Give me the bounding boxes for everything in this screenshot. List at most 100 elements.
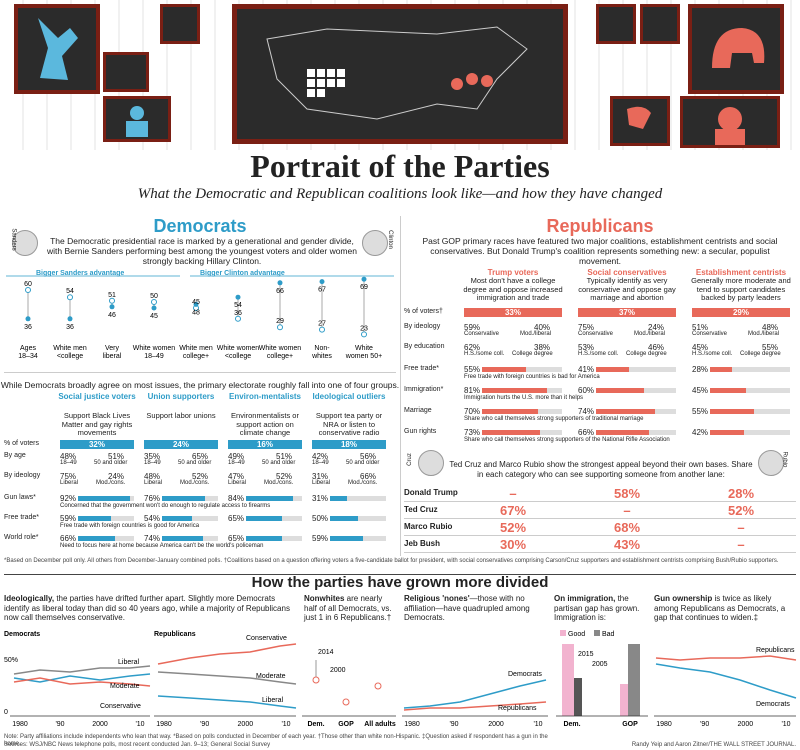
ideo-rep-tick: 2000 xyxy=(238,721,254,728)
bigger-clinton-label: Bigger Clinton advantage xyxy=(200,270,285,277)
rep-col-desc: Typically identify as very conservative … xyxy=(578,276,676,302)
dem-note-world: Need to focus here at home because Ameri… xyxy=(60,543,264,549)
rep-imm-bar-bg xyxy=(710,388,790,393)
rep-trade-value: 55% xyxy=(464,365,481,374)
dem-gun-bar xyxy=(246,496,294,501)
dem-ide-sub1: Liberal xyxy=(228,480,247,486)
ideo-dem-tick: 1980 xyxy=(12,721,28,728)
rep-edu-sub2: College degree xyxy=(512,351,553,357)
gun-tick: 1980 xyxy=(656,721,672,728)
rep-marr-value: 55% xyxy=(692,407,709,416)
rep-gun-bar xyxy=(710,430,744,435)
dem-note-trade: Free trade with foreign countries is goo… xyxy=(60,523,200,529)
dem-trade-bar xyxy=(246,516,283,521)
nonwhite-dem-2000 xyxy=(312,676,320,684)
dem-trade-value: 59% xyxy=(60,514,77,523)
dem-world-value: 59% xyxy=(312,534,329,543)
sanders-avatar xyxy=(12,230,38,256)
dem-world-bar xyxy=(162,536,204,541)
rep-marr-bar xyxy=(710,409,754,414)
nones-tick: 2000 xyxy=(488,721,504,728)
dem-age-sub1: 18–49 xyxy=(228,460,245,466)
top-banner xyxy=(0,0,800,150)
rep-col-pct: 37% xyxy=(578,308,676,317)
rep-col-desc: Most don't have a college degree and opp… xyxy=(463,276,563,302)
nones-tick: '10 xyxy=(533,721,542,728)
rep-edu-1: 45% xyxy=(692,343,709,352)
rubio-label: Rubio xyxy=(781,451,788,468)
rep-imm-value: 60% xyxy=(578,386,595,395)
appeal-row-name: Ted Cruz xyxy=(404,505,438,514)
rep-note-trade: Free trade with foreign countries is bad… xyxy=(464,374,600,380)
clinton-dot xyxy=(235,294,241,300)
clinton-value: 36 xyxy=(24,324,32,331)
rep-note-gun: Share who call themselves strong support… xyxy=(464,437,670,443)
rep-ide-1: 51% xyxy=(692,323,709,332)
ideology-body: the parties have drifted further apart. … xyxy=(4,594,290,622)
label-conservative-rep: Conservative xyxy=(246,635,287,642)
nonwhites-lead: Nonwhites xyxy=(304,594,345,603)
clinton-value: 69 xyxy=(360,284,368,291)
gun-body: is twice as likely among Republicans as … xyxy=(654,594,786,622)
group-label: White women xyxy=(133,345,176,352)
appeal-row-divider xyxy=(404,518,796,519)
clinton-label: Clinton xyxy=(386,230,393,249)
clinton-dot xyxy=(319,279,325,285)
rep-imm-bar xyxy=(596,388,644,393)
ideo-dem-tick: '10 xyxy=(135,721,144,728)
dem-age-sub1: 18–49 xyxy=(60,460,77,466)
clinton-avatar xyxy=(362,230,388,256)
nones-rep-label: Republicans xyxy=(498,705,537,712)
sanders-dot xyxy=(277,324,283,331)
immigration-body: the partisan gap has grown. Immigration … xyxy=(554,594,640,622)
dem-trade-bar-bg xyxy=(330,516,386,521)
cruz-label: Cruz xyxy=(406,453,413,466)
ideo-rep-tick: 1980 xyxy=(156,721,172,728)
rep-ide-2: 48% xyxy=(762,323,779,332)
dem-world-value: 74% xyxy=(144,534,161,543)
rep-imm-bar xyxy=(710,388,746,393)
rep-groups-table: Trump voters Most don't have a college de… xyxy=(400,266,800,446)
rep-ide-sub2: Mod./liberal xyxy=(748,331,780,337)
rep-col-name: Social conservatives xyxy=(587,268,667,277)
dem-row-label: Gun laws* xyxy=(4,494,36,501)
dem-age-sub2: 50 and older xyxy=(94,460,128,466)
immigration-text: On immigration, the partisan gap has gro… xyxy=(554,594,644,623)
dem-ide-sub2: Mod./cons. xyxy=(180,480,210,486)
rep-col-name: Establishment centrists xyxy=(695,268,787,277)
ideo-rep-tick: '90 xyxy=(200,721,209,728)
dem-trade-bar xyxy=(162,516,193,521)
dem-gun-bar xyxy=(330,496,348,501)
clinton-dot xyxy=(277,280,283,286)
dem-gun-bar xyxy=(78,496,130,501)
dem-gun-value: 31% xyxy=(312,494,329,503)
dem-age-1: 48% xyxy=(60,452,77,461)
rep-ide-1: 75% xyxy=(578,323,595,332)
ideo-0: 0 xyxy=(4,709,8,716)
dem-col-desc: Environmentalists or support action on c… xyxy=(231,411,299,437)
group-label: Very xyxy=(105,345,120,352)
rep-col-pct: 33% xyxy=(464,308,562,317)
divided-charts: Democrats 50% 0 Liberal Moderate Conservative… xyxy=(4,630,797,728)
rep-edu-sub1: H.S./some coll. xyxy=(464,351,505,357)
dem-row-label: % of voters xyxy=(4,440,40,447)
footnote-1: *Based on December poll only. All others… xyxy=(4,558,779,564)
dem-ide-sub1: Liberal xyxy=(144,480,163,486)
appeal-value: – xyxy=(737,520,745,535)
dem-row-label: Free trade* xyxy=(4,514,40,521)
x-gop: GOP xyxy=(338,721,354,728)
dem-trade-bar xyxy=(330,516,358,521)
dem-col-desc: Support Black Lives Matter and gay right… xyxy=(61,411,133,437)
ideo-dem-tick: '90 xyxy=(55,721,64,728)
sanders-dot xyxy=(361,331,367,338)
dem-ide-1: 47% xyxy=(228,472,245,481)
label-2015: 2015 xyxy=(578,651,594,658)
appeal-table: Donald Trump – 58% 28% Ted Cruz 67% – 52% Marco … xyxy=(400,484,800,554)
rubio-avatar xyxy=(758,450,784,476)
dem-age-sub2: 50 and older xyxy=(262,460,296,466)
cruz-avatar xyxy=(418,450,444,476)
gun-rep-label: Republicans xyxy=(756,647,795,654)
rep-gun-value: 73% xyxy=(464,428,481,437)
gun-tick: '90 xyxy=(700,721,709,728)
